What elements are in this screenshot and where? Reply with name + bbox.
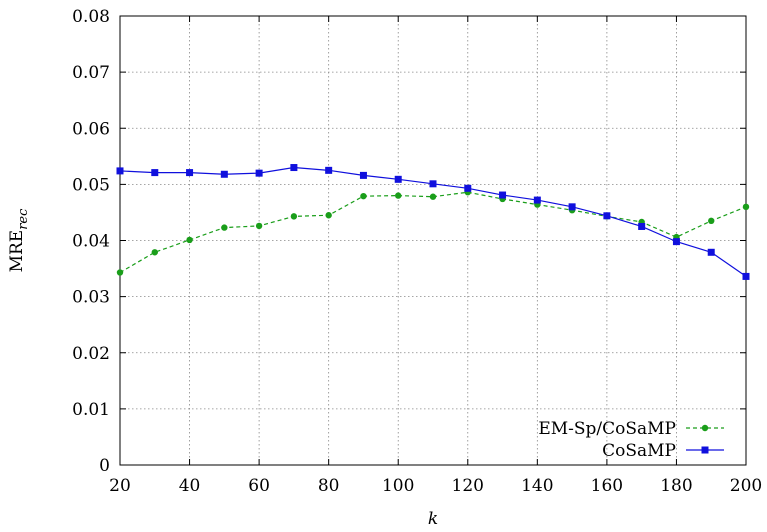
data-point	[360, 192, 367, 200]
data-point	[151, 169, 159, 177]
series-line	[119, 191, 747, 274]
grid-lines	[120, 16, 746, 465]
data-point	[394, 175, 402, 183]
x-tick-label: 100	[382, 476, 414, 496]
data-point	[672, 238, 680, 246]
data-point	[255, 169, 263, 177]
x-tick-label: 40	[179, 476, 201, 496]
x-tick-label: 200	[730, 476, 762, 496]
data-point	[221, 224, 228, 231]
data-point	[638, 222, 646, 230]
data-point	[499, 191, 507, 199]
y-tick-label: 0.04	[72, 232, 110, 252]
data-point	[151, 249, 158, 256]
series-layer	[116, 164, 750, 280]
legend-marker	[701, 424, 709, 432]
x-tick-label: 20	[109, 476, 131, 496]
data-point	[395, 192, 402, 199]
data-point	[290, 213, 298, 220]
x-axis-label: k	[428, 509, 438, 529]
y-tick-label: 0.03	[72, 288, 110, 308]
data-point	[603, 212, 611, 220]
series-cosamp	[116, 164, 750, 280]
data-point	[533, 196, 541, 204]
x-tick-label: 120	[452, 476, 484, 496]
data-point	[186, 236, 193, 244]
data-point	[325, 166, 333, 174]
axis-ticks: 20 40 60 80 100 120 140 160 180 200 0 0.01 0.02 0.03 0…	[72, 7, 762, 496]
data-point	[186, 169, 194, 177]
y-axis-label: MRErec	[7, 208, 31, 273]
y-tick-label: 0.02	[72, 344, 110, 364]
data-point	[255, 222, 263, 230]
legend-label: EM-Sp/CoSaMP	[538, 419, 676, 439]
y-tick-label: 0.07	[72, 63, 110, 83]
data-point	[742, 272, 750, 280]
data-point	[708, 217, 715, 225]
y-tick-label: 0.08	[72, 7, 110, 27]
data-point	[116, 269, 124, 276]
data-point	[742, 203, 750, 211]
y-tick-label: 0	[99, 456, 110, 476]
data-point	[464, 184, 472, 192]
y-tick-label: 0.06	[72, 119, 110, 139]
data-point	[290, 164, 298, 172]
legend-marker	[701, 446, 709, 454]
y-axis-label-sub: rec	[16, 208, 31, 230]
data-point	[429, 180, 437, 188]
legend-label: CoSaMP	[602, 441, 676, 461]
x-tick-label: 80	[318, 476, 340, 496]
data-point	[325, 212, 332, 219]
y-axis-label-main: MRE	[7, 230, 27, 273]
x-tick-label: 60	[248, 476, 270, 496]
data-point	[429, 193, 437, 200]
data-point	[359, 171, 367, 179]
y-tick-label: 0.01	[72, 400, 110, 420]
y-tick-label: 0.05	[72, 175, 110, 195]
data-point	[116, 167, 124, 175]
data-point	[568, 203, 576, 211]
data-point	[707, 248, 715, 256]
x-tick-label: 140	[521, 476, 553, 496]
x-tick-label: 180	[660, 476, 692, 496]
data-point	[220, 170, 228, 178]
x-tick-label: 160	[591, 476, 623, 496]
